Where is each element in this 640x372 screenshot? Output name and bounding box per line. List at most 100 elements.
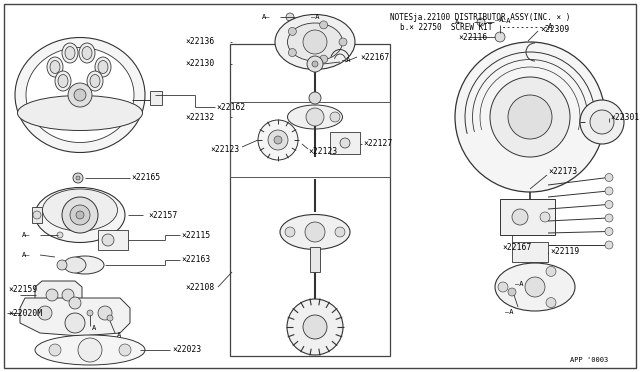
Text: ×22159: ×22159 [8,285,37,295]
Bar [32,207,42,223]
Text: ×22167: ×22167 [502,243,531,251]
Circle shape [312,61,318,67]
Circle shape [306,108,324,126]
Circle shape [68,83,92,107]
Circle shape [70,205,90,225]
Text: ×22023: ×22023 [172,346,201,355]
Circle shape [605,214,613,222]
Ellipse shape [55,71,71,91]
Text: ×22119: ×22119 [550,247,579,257]
Bar [500,199,555,235]
Ellipse shape [95,57,111,77]
Circle shape [508,95,552,139]
Text: ×22162: ×22162 [216,103,245,112]
Text: APP '0003: APP '0003 [570,357,608,363]
Circle shape [508,288,516,296]
Text: ×22132: ×22132 [186,112,215,122]
Circle shape [285,227,295,237]
Circle shape [76,176,80,180]
Text: ×22130: ×22130 [186,60,215,68]
Text: –A: –A [311,14,319,20]
Circle shape [268,130,288,150]
Circle shape [119,344,131,356]
Circle shape [495,32,505,42]
Bar [230,44,390,356]
Circle shape [540,212,550,222]
Polygon shape [20,298,130,336]
Circle shape [307,56,323,72]
Text: ×22123: ×22123 [211,144,240,154]
Text: –A: –A [342,57,351,63]
Bar [518,212,542,232]
Ellipse shape [66,256,104,274]
Text: b.× 22750  SCREW KIT  ----------A: b.× 22750 SCREW KIT ----------A [400,22,552,32]
Text: ×22173: ×22173 [548,167,577,176]
Circle shape [605,201,613,208]
Bar [512,242,548,262]
Ellipse shape [65,46,75,60]
Circle shape [605,187,613,195]
Circle shape [38,306,52,320]
Circle shape [76,211,84,219]
Circle shape [590,110,614,134]
Circle shape [287,299,343,355]
Circle shape [62,197,98,233]
Circle shape [498,282,508,292]
Text: A–: A– [22,252,30,258]
Text: –A: –A [502,18,511,24]
Circle shape [605,241,613,249]
Circle shape [526,273,534,281]
Bar [310,247,320,272]
Circle shape [87,310,93,316]
Circle shape [512,209,528,225]
Circle shape [46,289,58,301]
Circle shape [303,315,327,339]
Circle shape [78,338,102,362]
Text: ×22136: ×22136 [186,38,215,46]
Text: A–: A– [22,232,30,238]
Text: –A: –A [505,309,513,315]
Text: ×22123: ×22123 [308,148,337,157]
Ellipse shape [62,43,78,63]
Circle shape [107,315,113,321]
Text: A–: A– [454,19,463,25]
Ellipse shape [87,71,103,91]
Bar [98,230,128,250]
Ellipse shape [26,48,134,142]
Circle shape [305,222,325,242]
Circle shape [477,18,485,26]
Text: ×22127: ×22127 [363,140,392,148]
Ellipse shape [50,61,60,74]
Text: ×22116: ×22116 [458,32,487,42]
Ellipse shape [79,43,95,63]
Text: ×22301: ×22301 [610,112,639,122]
Circle shape [289,28,296,35]
Circle shape [65,313,85,333]
Ellipse shape [64,257,86,273]
Ellipse shape [275,15,355,70]
Circle shape [340,138,350,148]
Circle shape [605,173,613,182]
Bar [330,132,360,154]
Circle shape [319,55,328,63]
Ellipse shape [17,96,143,131]
Circle shape [303,30,327,54]
Circle shape [289,49,296,57]
Circle shape [98,306,112,320]
Ellipse shape [287,105,342,129]
Circle shape [455,42,605,192]
Circle shape [330,112,340,122]
Circle shape [274,136,282,144]
Circle shape [57,232,63,238]
Ellipse shape [98,61,108,74]
Ellipse shape [42,189,118,231]
Circle shape [546,298,556,308]
Circle shape [62,289,74,301]
Circle shape [286,13,294,21]
Bar [150,91,162,105]
Circle shape [69,297,81,309]
Text: ×22309: ×22309 [540,25,569,33]
Ellipse shape [309,92,321,104]
Circle shape [580,100,624,144]
Text: ×22167: ×22167 [360,52,389,61]
